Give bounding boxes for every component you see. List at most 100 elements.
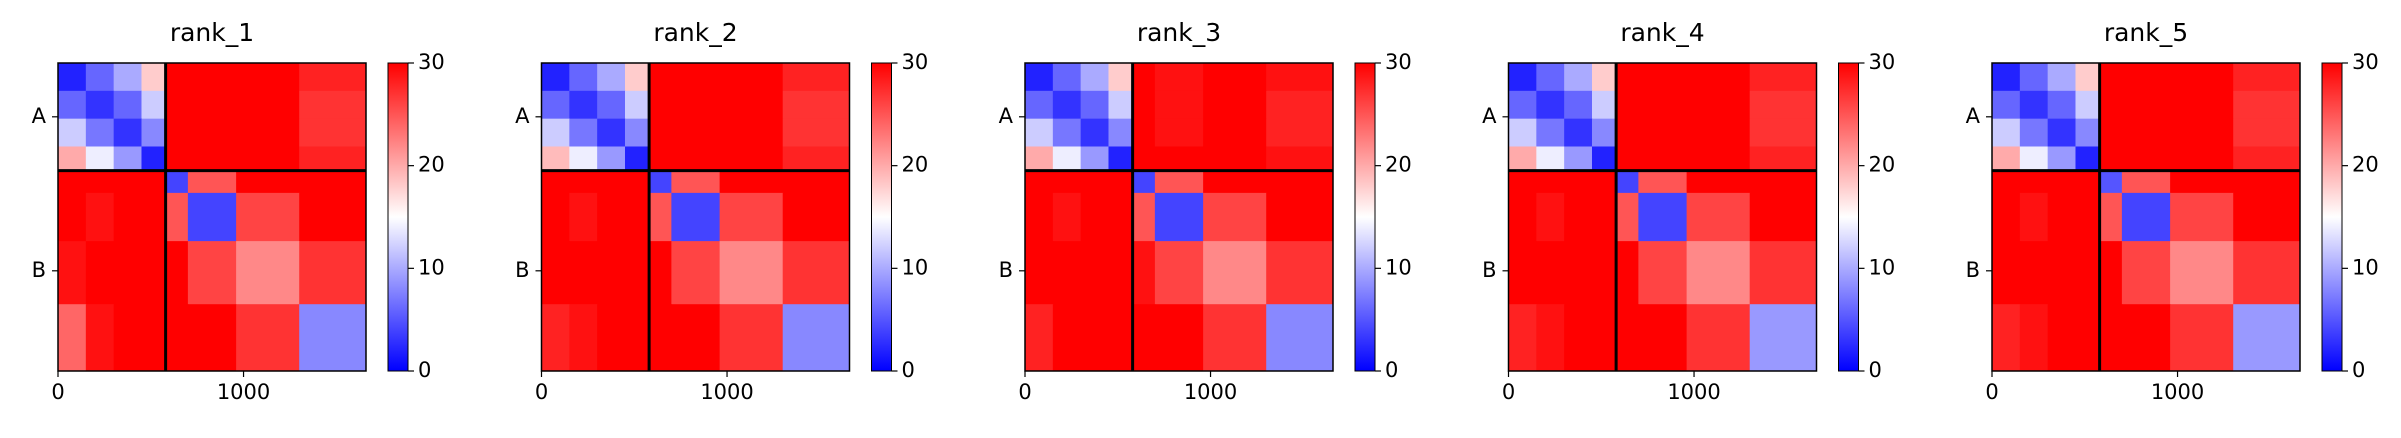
heatmap-cell: [2075, 118, 2101, 147]
heatmap-cell: [141, 192, 167, 242]
heatmap-cell: [1132, 63, 1156, 92]
heatmap-cell: [1108, 146, 1134, 172]
colorbar-tick-label: 30: [902, 50, 929, 74]
heatmap-cell: [1536, 118, 1565, 147]
heatmap-cell: [782, 241, 850, 305]
heatmap-cell: [113, 63, 142, 92]
colorbar-tick-label: 10: [1385, 255, 1412, 279]
heatmap-cell: [1154, 146, 1204, 172]
heatmap-cell: [1508, 63, 1537, 92]
heatmap-cell: [541, 90, 570, 120]
colorbar-tick-label: 0: [1385, 358, 1398, 382]
heatmap-cell: [141, 241, 167, 305]
heatmap-cell: [569, 192, 598, 242]
heatmap-cell: [671, 118, 721, 147]
heatmap-cell: [2121, 170, 2171, 194]
heatmap-cell: [1686, 146, 1751, 172]
heatmap-cell: [2075, 192, 2101, 242]
heatmap-cell: [1154, 118, 1204, 147]
heatmap-cell: [187, 118, 237, 147]
heatmap-cell: [1992, 192, 2021, 242]
heatmap-cell: [2170, 118, 2234, 147]
y-tick-label: B: [515, 258, 529, 282]
x-tick-label: 1000: [1184, 380, 1237, 404]
x-tick-label: 1000: [2151, 380, 2204, 404]
heatmap-cell: [1749, 118, 1817, 147]
heatmap-cell: [165, 90, 189, 120]
heatmap-cell: [719, 118, 784, 147]
heatmap-cell: [1591, 170, 1617, 194]
heatmap-cell: [1154, 241, 1204, 305]
heatmap-cell: [1616, 90, 1639, 120]
heatmap-cell: [236, 90, 300, 120]
heatmap-cell: [569, 63, 598, 92]
heatmap-cell: [236, 241, 300, 305]
heatmap-cell: [1749, 63, 1817, 92]
heatmap-cell: [113, 118, 142, 147]
heatmap-cell: [2047, 304, 2076, 372]
heatmap-cell: [1616, 304, 1639, 372]
colorbar-tick-label: 10: [2352, 255, 2379, 279]
heatmap-cell: [1132, 146, 1156, 172]
heatmap-cell: [1749, 192, 1817, 242]
heatmap-cell: [299, 304, 367, 372]
heatmap-cell: [1025, 241, 1054, 305]
heatmap-cell: [236, 170, 300, 194]
heatmap-cell: [597, 170, 626, 194]
colorbar-tick-label: 10: [418, 255, 445, 279]
colorbar: [1354, 62, 1376, 372]
heatmap-cell: [141, 146, 167, 172]
heatmap-cell: [2121, 63, 2171, 92]
heatmap-cell: [569, 146, 598, 172]
heatmap-cell: [1992, 90, 2021, 120]
heatmap-cell: [165, 241, 189, 305]
heatmap-cell: [1266, 63, 1334, 92]
colorbar: [871, 62, 892, 372]
heatmap-cell: [1749, 241, 1817, 305]
heatmap-cell: [236, 118, 300, 147]
heatmap-cell: [2170, 90, 2234, 120]
heatmap-cell: [165, 146, 189, 172]
heatmap-cell: [541, 192, 570, 242]
heatmap-cell: [2233, 63, 2301, 92]
colorbar-tick-label: 20: [418, 153, 445, 177]
heatmap-cell: [1536, 192, 1565, 242]
heatmap-cell: [2099, 118, 2123, 147]
heatmap-cell: [113, 90, 142, 120]
heatmap-cell: [1992, 146, 2021, 172]
heatmap-cell: [187, 63, 237, 92]
heatmap-cell: [1536, 90, 1565, 120]
heatmap-cell: [141, 170, 167, 194]
heatmap-cell: [236, 304, 300, 372]
colorbar-tick-label: 0: [1869, 358, 1882, 382]
heatmap-cell: [1992, 63, 2021, 92]
x-tick-label: 0: [535, 380, 548, 404]
heatmap-cell: [58, 192, 87, 242]
panel-title: rank_2: [653, 18, 737, 47]
heatmap-cell: [1686, 118, 1751, 147]
heatmap-cell: [1638, 304, 1688, 372]
y-tick-label: A: [32, 104, 47, 128]
x-tick-label: 1000: [1667, 380, 1720, 404]
heatmap-cell: [236, 192, 300, 242]
heatmap-cell: [541, 304, 570, 372]
axes-frame: [1024, 62, 1334, 372]
heatmap-cell: [1154, 304, 1204, 372]
heatmap-cell: [1686, 241, 1751, 305]
heatmap-cell: [2047, 118, 2076, 147]
heatmap-cell: [113, 241, 142, 305]
heatmap-cell: [1154, 170, 1204, 194]
heatmap-cell: [1536, 146, 1565, 172]
heatmap-cell: [85, 304, 115, 372]
heatmap-cell: [2233, 304, 2301, 372]
heatmap-cell: [187, 90, 237, 120]
heatmap-cell: [1564, 241, 1593, 305]
heatmap-cell: [1591, 241, 1617, 305]
heatmap-cell: [649, 146, 672, 172]
heatmap-cell: [1052, 63, 1082, 92]
colorbar-tick-label: 0: [902, 358, 915, 382]
heatmap-cell: [1266, 304, 1334, 372]
heatmap-cell: [1266, 90, 1334, 120]
heatmap-cell: [624, 304, 650, 372]
x-tick-label: 0: [1985, 380, 1998, 404]
